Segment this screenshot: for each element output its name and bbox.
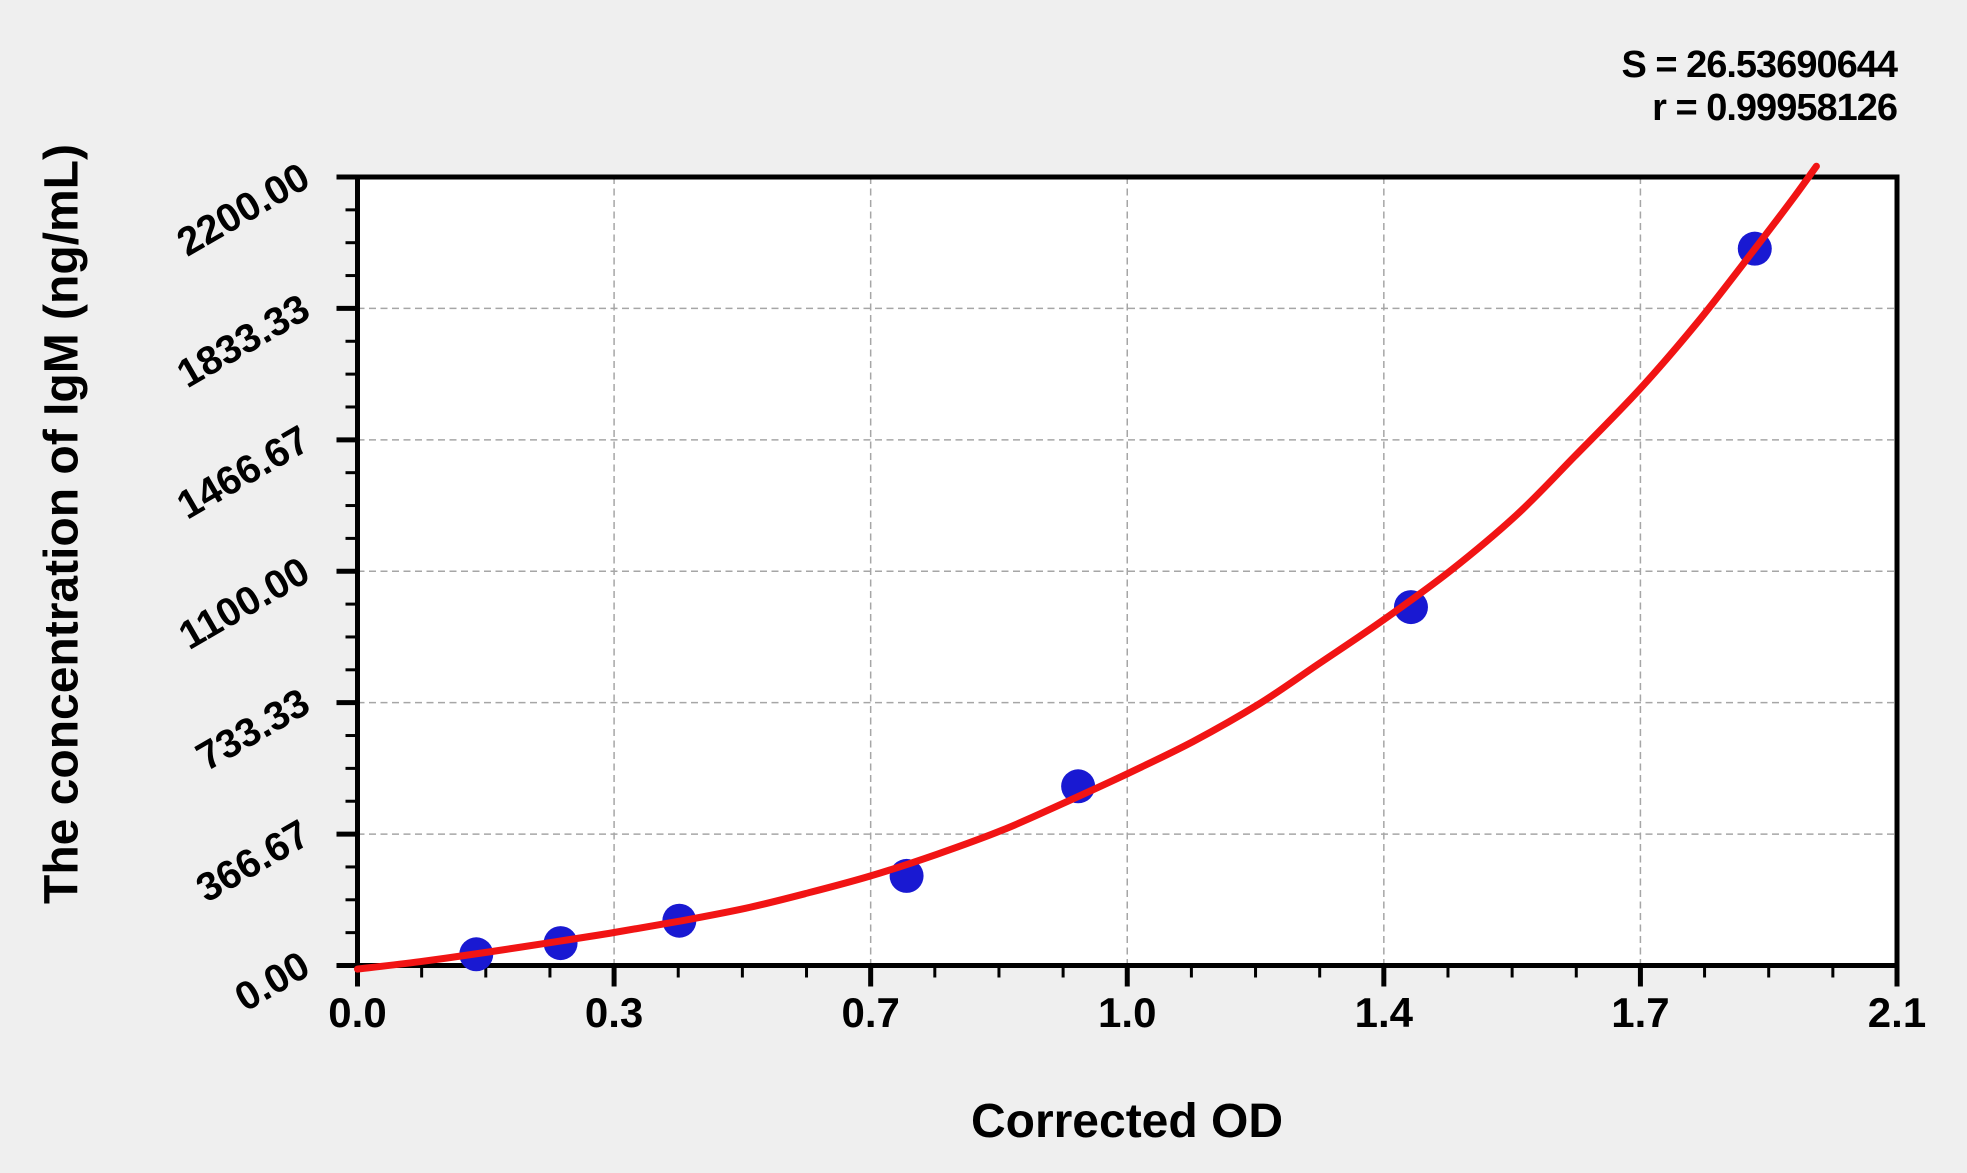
y-tick-label: 366.67	[189, 812, 317, 911]
y-tick-label: 1100.00	[172, 549, 317, 658]
y-tick-label: 733.33	[189, 680, 317, 779]
x-tick-label: 1.4	[1355, 989, 1414, 1036]
x-axis-title: Corrected OD	[970, 1095, 1284, 1148]
y-tick-label: 1833.33	[170, 286, 317, 396]
x-tick-label: 0.3	[585, 989, 643, 1036]
plot-border	[355, 174, 1900, 968]
fit-stats-block: S = 26.53690644 r = 0.99958126	[1621, 44, 1898, 130]
y-tick-label: 1466.67	[170, 418, 317, 528]
x-tick-label: 0.7	[841, 989, 899, 1036]
y-axis-title: The concentration of IgM (ng/mL)	[35, 144, 89, 904]
x-tick-label: 1.7	[1611, 989, 1669, 1036]
data-point	[1393, 590, 1428, 625]
x-tick-label: 0.0	[328, 989, 386, 1036]
y-tick-label: 2200.00	[170, 155, 317, 265]
x-tick-label: 1.0	[1098, 989, 1156, 1036]
fit-curve	[354, 162, 1820, 973]
fit-stat-s: S = 26.53690644	[1621, 44, 1898, 86]
x-tick-label: 2.1	[1868, 989, 1926, 1036]
fit-stat-r: r = 0.99958126	[1652, 87, 1898, 129]
y-tick-label: 0.00	[228, 943, 317, 1020]
